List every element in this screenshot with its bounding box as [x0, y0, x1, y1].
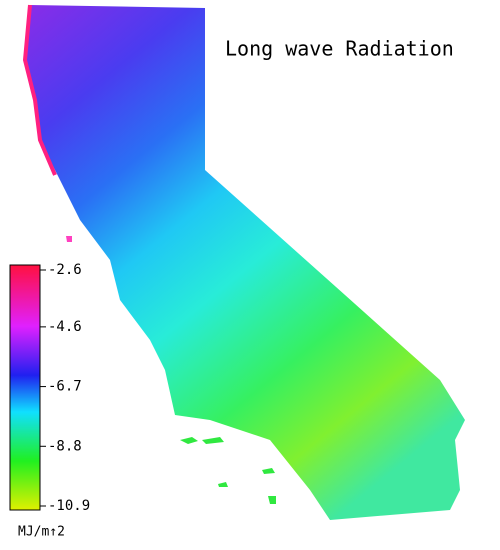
map-title: Long wave Radiation [225, 37, 454, 61]
colorbar-tick-label: -8.8 [48, 438, 82, 454]
colorbar-tick-label: -2.6 [48, 262, 82, 278]
colorbar-ticks: -2.6 -4.6 -6.7 -8.8 -10.9 [40, 262, 90, 514]
colorbar-tick-label: -4.6 [48, 319, 82, 335]
coast-edge [22, 4, 57, 176]
colorbar-tick-label: -10.9 [48, 498, 90, 514]
colorbar-unit: MJ/m↑2 [18, 525, 65, 540]
california-map [25, 5, 465, 520]
colorbar [9, 264, 41, 511]
colorbar-tick-label: -6.7 [48, 379, 82, 395]
islands [66, 236, 276, 504]
